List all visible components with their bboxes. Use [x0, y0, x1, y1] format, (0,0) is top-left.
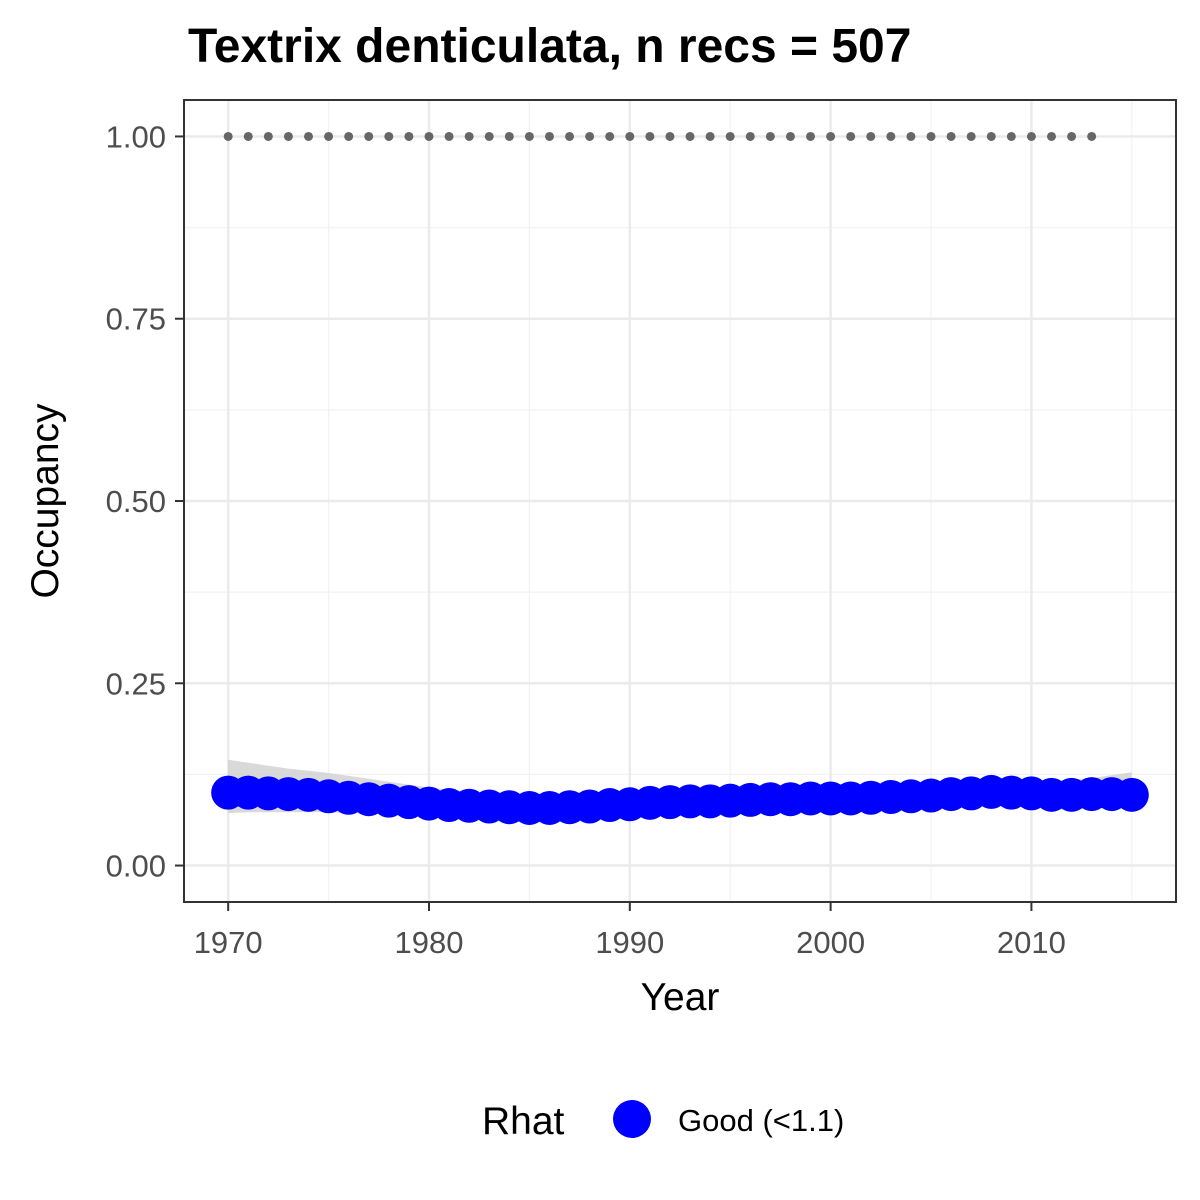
dotted-point — [544, 131, 554, 141]
dotted-point — [464, 131, 474, 141]
dotted-point — [705, 131, 715, 141]
dotted-point — [344, 131, 354, 141]
dotted-point — [625, 131, 635, 141]
plot-area — [183, 99, 1177, 903]
dotted-point — [585, 131, 595, 141]
x-axis-title: Year — [641, 976, 720, 1019]
dotted-point — [846, 131, 856, 141]
dotted-point — [484, 131, 494, 141]
y-axis: 0.00 0.25 0.50 0.75 1.00 — [106, 119, 184, 884]
dotted-point — [806, 131, 816, 141]
x-tick-label: 2010 — [997, 925, 1066, 960]
dotted-point — [283, 131, 293, 141]
y-axis-title: Occupancy — [24, 403, 67, 599]
dotted-point — [906, 131, 916, 141]
dotted-point — [444, 131, 454, 141]
dotted-point — [504, 131, 514, 141]
dotted-point — [685, 131, 695, 141]
occupancy-point — [1114, 777, 1149, 812]
dotted-point — [946, 131, 956, 141]
chart-title: Textrix denticulata, n recs = 507 — [188, 20, 911, 73]
dotted-point — [324, 131, 334, 141]
legend-label-good: Good (<1.1) — [678, 1103, 844, 1138]
dotted-point — [304, 131, 314, 141]
dotted-point — [384, 131, 394, 141]
dotted-point — [785, 131, 795, 141]
dotted-point — [645, 131, 655, 141]
x-tick-label: 1970 — [194, 925, 263, 960]
dotted-point — [765, 131, 775, 141]
dotted-point — [745, 131, 755, 141]
y-tick-label: 1.00 — [106, 119, 166, 154]
y-tick-label: 0.75 — [106, 302, 166, 337]
x-tick-label: 1980 — [395, 925, 464, 960]
dotted-point — [243, 131, 253, 141]
y-tick-label: 0.00 — [106, 849, 166, 884]
dotted-point — [263, 131, 273, 141]
y-tick-label: 0.25 — [106, 666, 166, 701]
dotted-series — [223, 131, 1097, 141]
legend: Rhat Good (<1.1) — [482, 1100, 844, 1143]
x-tick-label: 2000 — [796, 925, 865, 960]
dotted-point — [404, 131, 414, 141]
dotted-point — [565, 131, 575, 141]
x-tick-label: 1990 — [595, 925, 664, 960]
x-axis: 1970 1980 1990 2000 2010 — [194, 902, 1066, 960]
dotted-point — [866, 131, 876, 141]
occupancy-points — [211, 774, 1149, 825]
dotted-point — [1087, 131, 1097, 141]
dotted-point — [826, 131, 836, 141]
dotted-point — [986, 131, 996, 141]
dotted-point — [605, 131, 615, 141]
dotted-point — [1026, 131, 1036, 141]
dotted-point — [364, 131, 374, 141]
dotted-point — [886, 131, 896, 141]
dotted-point — [926, 131, 936, 141]
legend-key-good — [613, 1100, 651, 1138]
dotted-point — [665, 131, 675, 141]
dotted-point — [966, 131, 976, 141]
legend-title: Rhat — [482, 1100, 565, 1143]
y-tick-label: 0.50 — [106, 484, 166, 519]
dotted-point — [1006, 131, 1016, 141]
dotted-point — [424, 131, 434, 141]
dotted-point — [223, 131, 233, 141]
dotted-point — [1046, 131, 1056, 141]
dotted-point — [725, 131, 735, 141]
dotted-point — [1067, 131, 1077, 141]
dotted-point — [524, 131, 534, 141]
